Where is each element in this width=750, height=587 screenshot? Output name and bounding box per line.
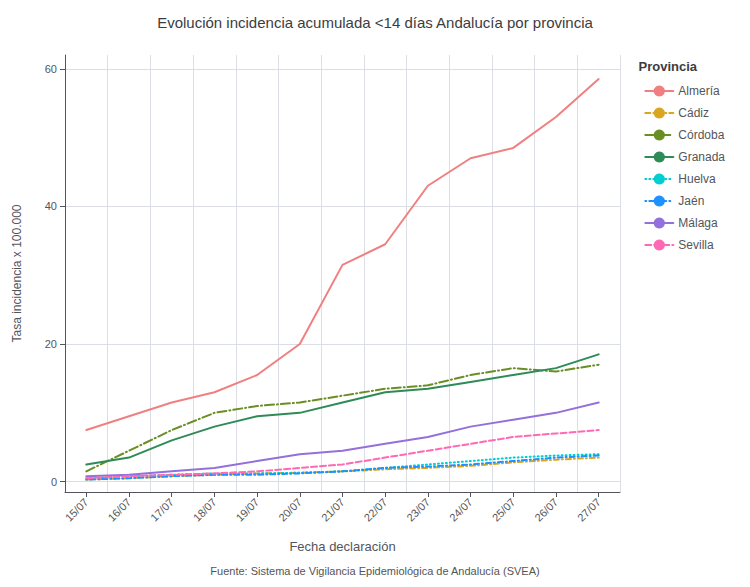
- svg-text:18/07: 18/07: [191, 496, 219, 524]
- svg-text:Jaén: Jaén: [678, 194, 704, 208]
- svg-text:Granada: Granada: [678, 150, 725, 164]
- svg-text:27/07: 27/07: [575, 496, 603, 524]
- svg-text:Cádiz: Cádiz: [678, 106, 709, 120]
- svg-text:Fecha declaración: Fecha declaración: [289, 539, 395, 554]
- svg-text:24/07: 24/07: [447, 496, 475, 524]
- svg-text:60: 60: [45, 63, 57, 75]
- svg-text:Sevilla: Sevilla: [678, 238, 714, 252]
- svg-text:0: 0: [51, 476, 57, 488]
- svg-text:17/07: 17/07: [148, 496, 176, 524]
- svg-text:21/07: 21/07: [319, 496, 347, 524]
- svg-text:15/07: 15/07: [63, 496, 91, 524]
- svg-text:Fuente: Sistema de Vigilancia: Fuente: Sistema de Vigilancia Epidemioló…: [210, 565, 539, 577]
- svg-text:22/07: 22/07: [362, 496, 390, 524]
- svg-text:20: 20: [45, 338, 57, 350]
- svg-text:Evolución incidencia acumulada: Evolución incidencia acumulada <14 días …: [157, 14, 593, 31]
- svg-text:Tasa incidencia x 100.000: Tasa incidencia x 100.000: [10, 204, 24, 342]
- svg-text:26/07: 26/07: [532, 496, 560, 524]
- svg-text:Córdoba: Córdoba: [678, 128, 724, 142]
- svg-text:19/07: 19/07: [233, 496, 261, 524]
- svg-text:Almería: Almería: [678, 84, 720, 98]
- svg-text:23/07: 23/07: [404, 496, 432, 524]
- svg-text:Huelva: Huelva: [678, 172, 716, 186]
- svg-text:25/07: 25/07: [490, 496, 518, 524]
- svg-text:Provincia: Provincia: [638, 59, 697, 74]
- svg-text:Málaga: Málaga: [678, 216, 718, 230]
- svg-text:40: 40: [45, 200, 57, 212]
- svg-text:20/07: 20/07: [276, 496, 304, 524]
- svg-text:16/07: 16/07: [105, 496, 133, 524]
